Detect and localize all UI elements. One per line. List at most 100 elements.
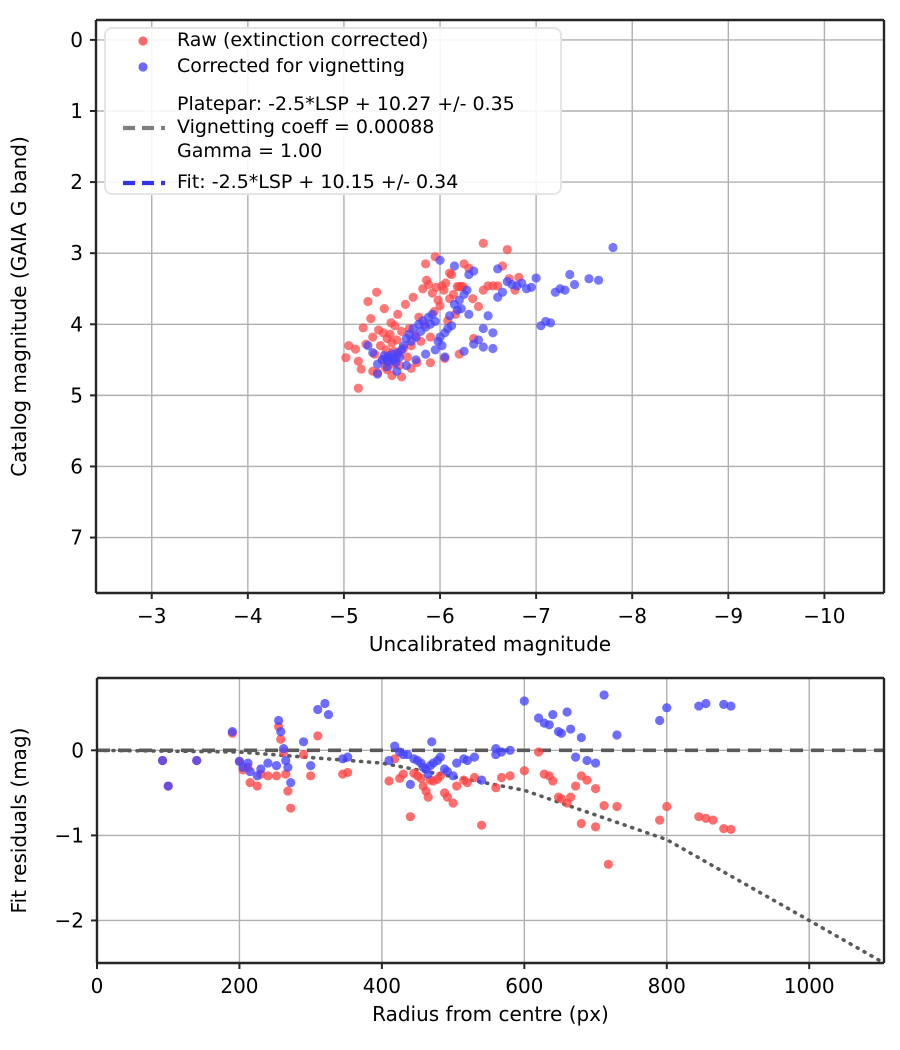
bottom-ytick-label: 0 — [71, 738, 84, 762]
data-point — [719, 699, 729, 709]
data-point — [519, 696, 529, 706]
bottom-ytick-label: −1 — [55, 823, 84, 847]
data-point — [372, 369, 383, 379]
data-point — [306, 761, 316, 771]
data-point — [497, 287, 508, 297]
data-point — [427, 309, 437, 319]
data-point — [459, 259, 469, 269]
bottom-xtick-label: 600 — [505, 974, 543, 998]
bottom-plot-model-lines — [97, 748, 884, 963]
data-point — [439, 285, 449, 295]
legend-marker-dot — [138, 62, 148, 72]
data-point — [576, 818, 586, 829]
series-corrected-for-vignetting — [157, 690, 736, 791]
data-point — [446, 321, 457, 331]
data-point — [356, 364, 366, 374]
bottom-ytick-label: −2 — [55, 908, 84, 932]
data-point — [478, 323, 488, 334]
data-point — [392, 366, 402, 376]
data-point — [496, 772, 507, 783]
data-point — [408, 292, 418, 302]
data-point — [279, 744, 289, 754]
data-point — [163, 781, 173, 791]
data-point — [488, 328, 498, 338]
data-point — [243, 758, 253, 768]
legend: Raw (extinction corrected) Corrected for … — [104, 27, 562, 195]
data-point — [544, 720, 554, 730]
data-point — [459, 346, 469, 356]
data-point — [593, 275, 604, 285]
top-xtick-label: −8 — [617, 604, 646, 628]
data-point — [491, 783, 501, 793]
data-point — [448, 798, 458, 808]
data-point — [343, 752, 353, 762]
top-ytick-label: 2 — [70, 170, 83, 194]
data-point — [363, 296, 373, 307]
data-point — [435, 752, 445, 762]
data-point — [227, 726, 237, 737]
data-point — [341, 353, 351, 363]
bottom-xtick-label: 800 — [648, 974, 686, 998]
data-point — [569, 279, 580, 290]
data-point — [343, 767, 353, 778]
data-point — [441, 278, 451, 288]
data-point — [469, 752, 480, 762]
data-point — [726, 824, 736, 835]
data-point — [430, 345, 440, 355]
top-xaxis-label: Uncalibrated magnitude — [369, 632, 611, 656]
data-point — [382, 362, 392, 372]
data-point — [421, 349, 431, 359]
data-point — [363, 341, 373, 351]
top-xtick-label: −3 — [137, 604, 166, 628]
data-point — [192, 755, 202, 766]
data-point — [456, 304, 466, 314]
data-point — [411, 355, 421, 365]
data-point — [445, 268, 455, 278]
data-point — [298, 737, 309, 747]
data-point — [276, 734, 286, 744]
top-ytick-label: 7 — [70, 526, 83, 550]
bottom-plot-background — [97, 678, 884, 963]
top-ytick-label: 1 — [70, 99, 83, 123]
data-point — [476, 820, 487, 830]
top-xtick-label: −4 — [233, 604, 262, 628]
data-point — [435, 771, 445, 781]
data-point — [430, 316, 440, 327]
data-point — [320, 698, 330, 709]
data-point — [590, 783, 601, 794]
data-point — [548, 709, 558, 720]
data-point — [519, 766, 529, 776]
data-point — [468, 294, 478, 304]
top-ytick-label: 4 — [70, 312, 83, 336]
data-point — [252, 781, 262, 791]
data-point — [263, 771, 273, 781]
data-point — [560, 285, 570, 295]
data-point — [368, 332, 378, 342]
data-point — [283, 762, 293, 772]
data-point — [612, 801, 622, 812]
data-point — [452, 758, 462, 768]
data-point — [473, 335, 484, 345]
data-point — [157, 755, 168, 766]
data-point — [449, 261, 460, 271]
bottom-xtick-label: 200 — [220, 974, 258, 998]
data-point — [462, 778, 472, 788]
data-point — [464, 269, 474, 280]
data-point — [283, 786, 293, 796]
bottom-plot-points — [157, 690, 736, 869]
data-point — [599, 801, 609, 811]
data-point — [396, 326, 407, 336]
bottom-xtick-label: 1000 — [784, 974, 835, 998]
legend-label: Platepar: -2.5*LSP + 10.27 +/- 0.35 — [177, 93, 515, 115]
data-point — [313, 704, 323, 715]
data-point — [398, 769, 408, 779]
data-point — [390, 321, 400, 331]
data-point — [358, 323, 368, 333]
data-point — [590, 822, 601, 832]
data-point — [576, 732, 586, 743]
data-point — [566, 792, 576, 802]
data-point — [276, 726, 286, 737]
data-point — [286, 803, 296, 813]
data-point — [571, 781, 581, 791]
